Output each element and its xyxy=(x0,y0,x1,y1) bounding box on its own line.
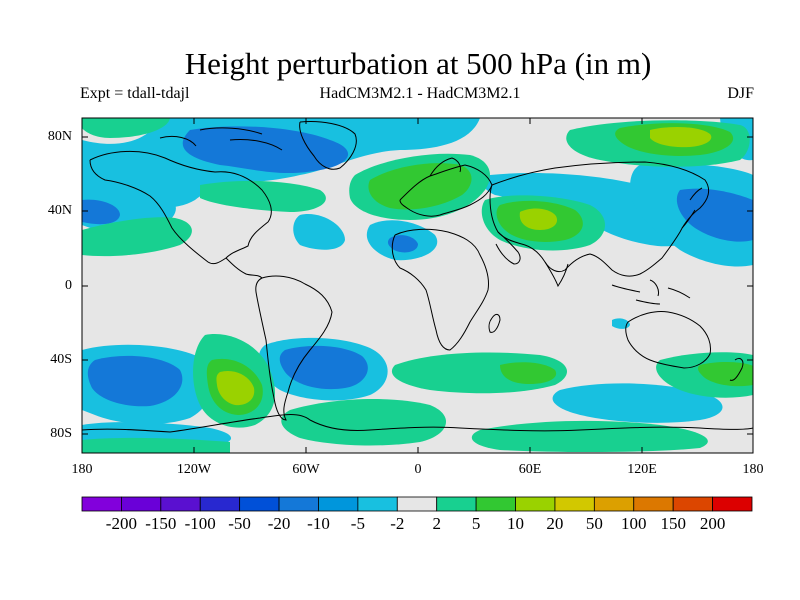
colorbar-label-7: -2 xyxy=(390,514,405,533)
lon-tick-60w: 60W xyxy=(292,462,320,477)
coastline-arabia xyxy=(495,231,521,265)
lat-tick-80n: 80N xyxy=(47,129,72,144)
colorbar-label-2: -100 xyxy=(184,514,216,533)
contour-negative-africa xyxy=(387,235,418,253)
colorbar-swatch-16 xyxy=(712,496,753,512)
colorbar-swatch-3 xyxy=(199,496,241,512)
lon-tick-60e: 60E xyxy=(518,462,542,477)
contour-negative-south-pacific-core xyxy=(87,355,183,407)
coastlines xyxy=(82,121,753,433)
contour-negative-atlantic xyxy=(293,214,345,250)
coastline-asia xyxy=(489,161,710,277)
contour-positive-southern-ocean xyxy=(281,398,447,446)
contour-positive-atlantic-core xyxy=(368,163,472,210)
colorbar-swatch-15 xyxy=(672,496,713,512)
colorbar-swatch-4 xyxy=(239,496,280,512)
colorbar-swatch-0 xyxy=(81,496,122,512)
lon-tick-0: 0 xyxy=(414,462,422,477)
lon-tick-120e: 120E xyxy=(627,462,657,477)
colorbar-swatch-9 xyxy=(436,496,477,512)
longitude-ticks xyxy=(193,118,643,453)
contour-positive-south-pacific-core xyxy=(216,370,255,406)
contour-positive-north-asia-core xyxy=(650,126,712,148)
contour-negative-pacific-core xyxy=(82,199,120,225)
colorbar-label-14: 150 xyxy=(660,514,686,533)
contour-positive-north-pacific xyxy=(82,217,192,257)
lat-tick-80s: 80S xyxy=(50,426,72,441)
coastline-arctic-islands xyxy=(159,127,283,151)
coastline-india xyxy=(544,261,569,288)
colorbar-swatch-11 xyxy=(515,496,556,512)
latitude-ticks xyxy=(82,136,753,435)
colorbar-label-11: 20 xyxy=(546,514,564,533)
lon-tick-180e: 180 xyxy=(742,462,764,477)
colorbar-label-0: -200 xyxy=(105,514,137,533)
colorbar-label-8: 2 xyxy=(432,514,441,533)
colorbar-label-5: -10 xyxy=(307,514,330,533)
contour-negative-pacific-east-core xyxy=(676,188,753,242)
colorbar-label-13: 100 xyxy=(621,514,647,533)
coastline-antarctica xyxy=(82,414,753,433)
contour-positive-australia-east-core xyxy=(697,362,753,387)
colorbar-label-3: -50 xyxy=(228,514,251,533)
coastline-new-zealand xyxy=(729,357,744,381)
coastline-indonesia xyxy=(611,279,691,305)
contour-positive-antarctic-edge xyxy=(82,437,230,453)
lat-tick-40s: 40S xyxy=(50,352,72,367)
coastline-madagascar xyxy=(488,313,501,333)
colorbar-label-4: -20 xyxy=(267,514,291,533)
colorbar-swatch-2 xyxy=(160,496,201,512)
contour-positive-nw-pacific xyxy=(82,118,170,138)
colorbar-swatch-10 xyxy=(475,496,516,512)
coastline-australia xyxy=(625,311,711,369)
coastline-central-america xyxy=(225,257,263,279)
colorbar-swatch-13 xyxy=(593,496,635,512)
coastline-japan xyxy=(681,187,703,229)
coastline-europe xyxy=(399,164,493,217)
colorbar xyxy=(81,496,753,512)
coastline-scandinavia xyxy=(429,157,461,177)
lat-tick-0: 0 xyxy=(65,278,72,293)
contour-field xyxy=(82,118,753,453)
contour-positive-south-indian-core xyxy=(500,362,557,384)
lon-tick-120w: 120W xyxy=(176,462,212,477)
colorbar-swatch-8 xyxy=(396,496,438,512)
coastline-africa xyxy=(391,228,489,351)
contour-negative-arctic-core xyxy=(182,126,349,174)
colorbar-label-9: 5 xyxy=(471,514,481,533)
coastline-south-america xyxy=(255,275,333,421)
colorbar-label-12: 50 xyxy=(585,514,603,533)
contour-negative-south-atlantic-core xyxy=(279,345,368,390)
contour-negative-indian-south xyxy=(552,383,723,423)
map-title: Height perturbation at 500 hPa (in m) xyxy=(184,46,652,81)
colorbar-swatch-6 xyxy=(318,496,359,512)
season-label: DJF xyxy=(727,85,754,102)
colorbar-label-10: 10 xyxy=(507,514,524,533)
colorbar-swatch-5 xyxy=(278,496,319,512)
colorbar-swatch-1 xyxy=(121,496,162,512)
experiment-label: Expt = tdall-tdajl xyxy=(80,85,190,102)
contour-positive-north-america xyxy=(200,180,326,212)
lat-tick-40n: 40N xyxy=(47,203,72,218)
coastline-north-america xyxy=(89,150,272,265)
colorbar-swatch-12 xyxy=(554,496,595,512)
colorbar-label-6: -5 xyxy=(350,514,365,533)
coastline-greenland xyxy=(299,121,357,170)
contour-positive-antarctic xyxy=(471,420,708,453)
contour-negative-small xyxy=(612,318,630,329)
colorbar-label-1: -150 xyxy=(145,514,177,533)
model-label: HadCM3M2.1 - HadCM3M2.1 xyxy=(319,85,521,102)
lon-tick-180w: 180 xyxy=(71,462,93,477)
colorbar-swatch-7 xyxy=(357,496,398,512)
colorbar-label-15: 200 xyxy=(699,514,726,533)
colorbar-swatch-14 xyxy=(633,496,674,512)
contour-positive-mideast-core xyxy=(519,208,558,230)
